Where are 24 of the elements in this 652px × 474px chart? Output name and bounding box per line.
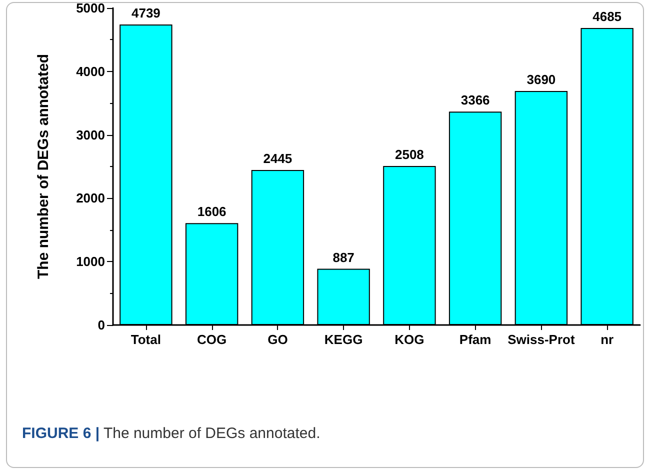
x-tick-label: KEGG	[324, 332, 363, 347]
data-label: 1606	[197, 204, 226, 220]
x-tick-label: COG	[197, 332, 227, 347]
data-label: 3690	[526, 72, 556, 88]
x-tick-label: nr	[600, 332, 614, 347]
y-tick-label: 4000	[76, 64, 105, 79]
y-tick-label: 3000	[76, 127, 105, 142]
caption: FIGURE 6 | The number of DEGs annotated.	[22, 425, 320, 442]
y-axis-title: The number of DEGs annotated	[35, 54, 52, 280]
data-label: 4739	[131, 6, 160, 21]
x-tick-label: Swiss-Prot	[508, 332, 576, 347]
x-tick-label: KOG	[394, 332, 424, 347]
x-tick-label: Pfam	[459, 332, 492, 347]
data-label: 887	[332, 250, 354, 265]
data-label: 4685	[592, 8, 622, 24]
data-label: 2508	[394, 146, 424, 162]
data-label: 3366	[460, 92, 490, 108]
y-tick-label: 0	[98, 318, 105, 332]
data-label: 2445	[263, 150, 292, 166]
y-tick-label: 1000	[76, 254, 105, 270]
x-tick-label: GO	[268, 332, 288, 347]
x-tick-label: Total	[130, 332, 161, 347]
y-tick-label: 2000	[76, 190, 105, 206]
y-tick-label: 5000	[76, 0, 105, 16]
